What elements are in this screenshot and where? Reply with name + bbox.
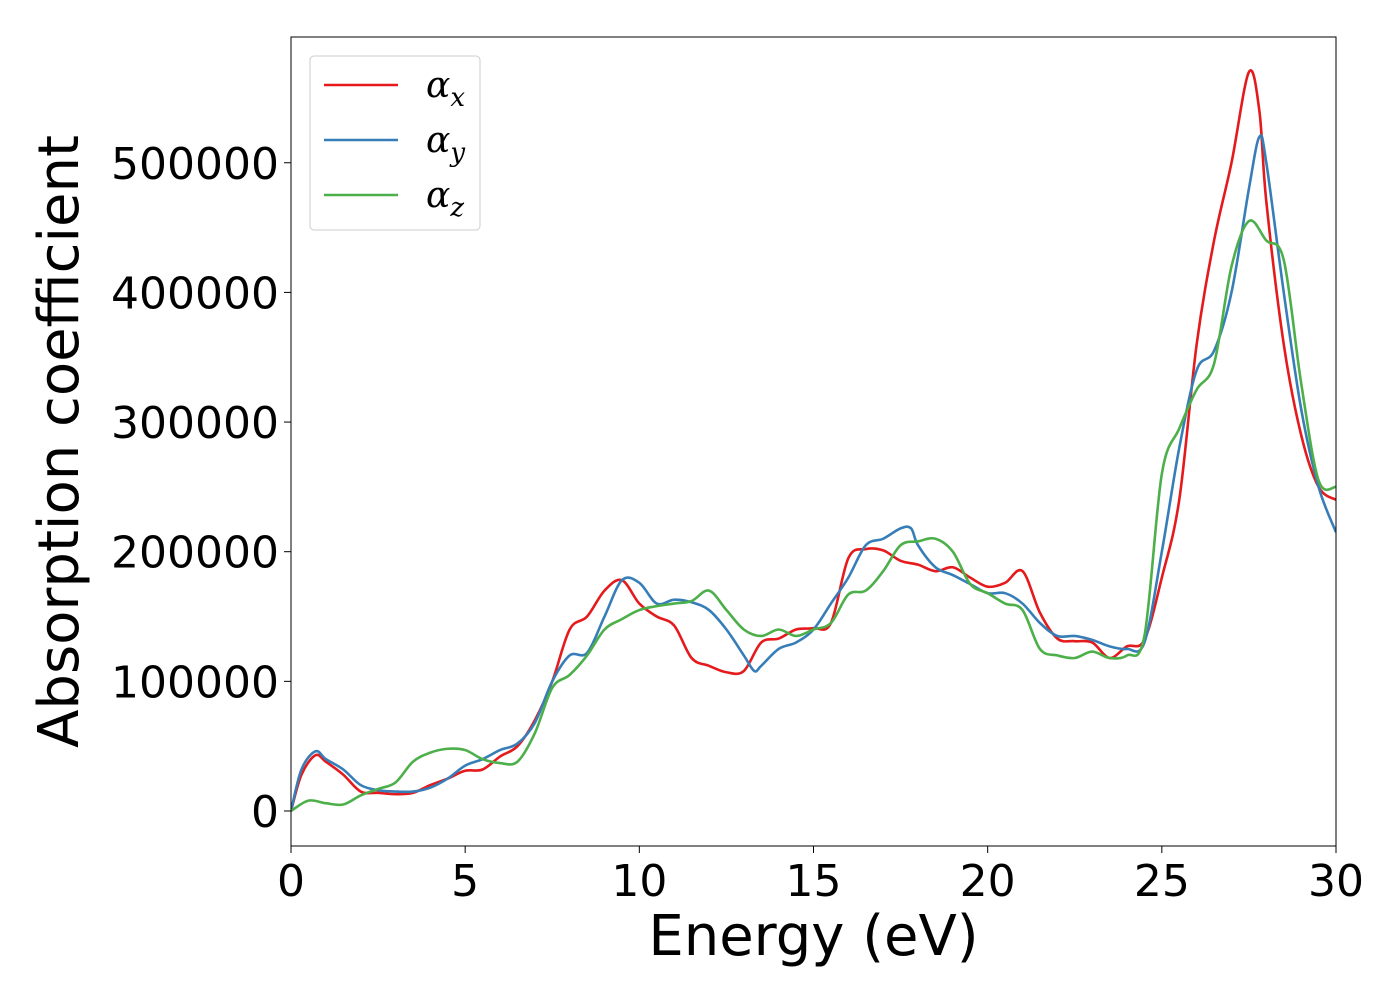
x-tick-label: 30 — [1308, 856, 1364, 907]
x-tick-label: 15 — [786, 856, 842, 907]
y-axis: 0 100000 200000 300000 400000 500000 — [111, 139, 291, 838]
x-tick-label: 0 — [277, 856, 305, 907]
y-tick-label: 400000 — [111, 268, 279, 319]
x-tick-label: 20 — [960, 856, 1016, 907]
series-line-y — [291, 134, 1336, 812]
y-tick-label: 100000 — [111, 657, 279, 708]
legend: αx αy αz — [309, 55, 481, 231]
x-axis-label: Energy (eV) — [648, 904, 978, 969]
y-tick-label: 500000 — [111, 139, 279, 190]
legend-label-y: αy — [426, 120, 465, 168]
y-tick-label: 300000 — [111, 398, 279, 449]
series-layer — [291, 69, 1336, 813]
x-tick-label: 5 — [451, 856, 479, 907]
x-axis: 0 5 10 15 20 25 30 — [277, 846, 1364, 907]
series-line-z — [291, 219, 1336, 813]
y-tick-label: 0 — [251, 787, 279, 838]
x-tick-label: 10 — [611, 856, 667, 907]
y-axis-label: Absorption coefficient — [27, 135, 92, 748]
legend-label-x: αx — [426, 65, 465, 113]
legend-label-z: αz — [426, 175, 464, 223]
legend-box — [309, 55, 481, 231]
x-tick-label: 25 — [1134, 856, 1190, 907]
y-tick-label: 200000 — [111, 528, 279, 579]
